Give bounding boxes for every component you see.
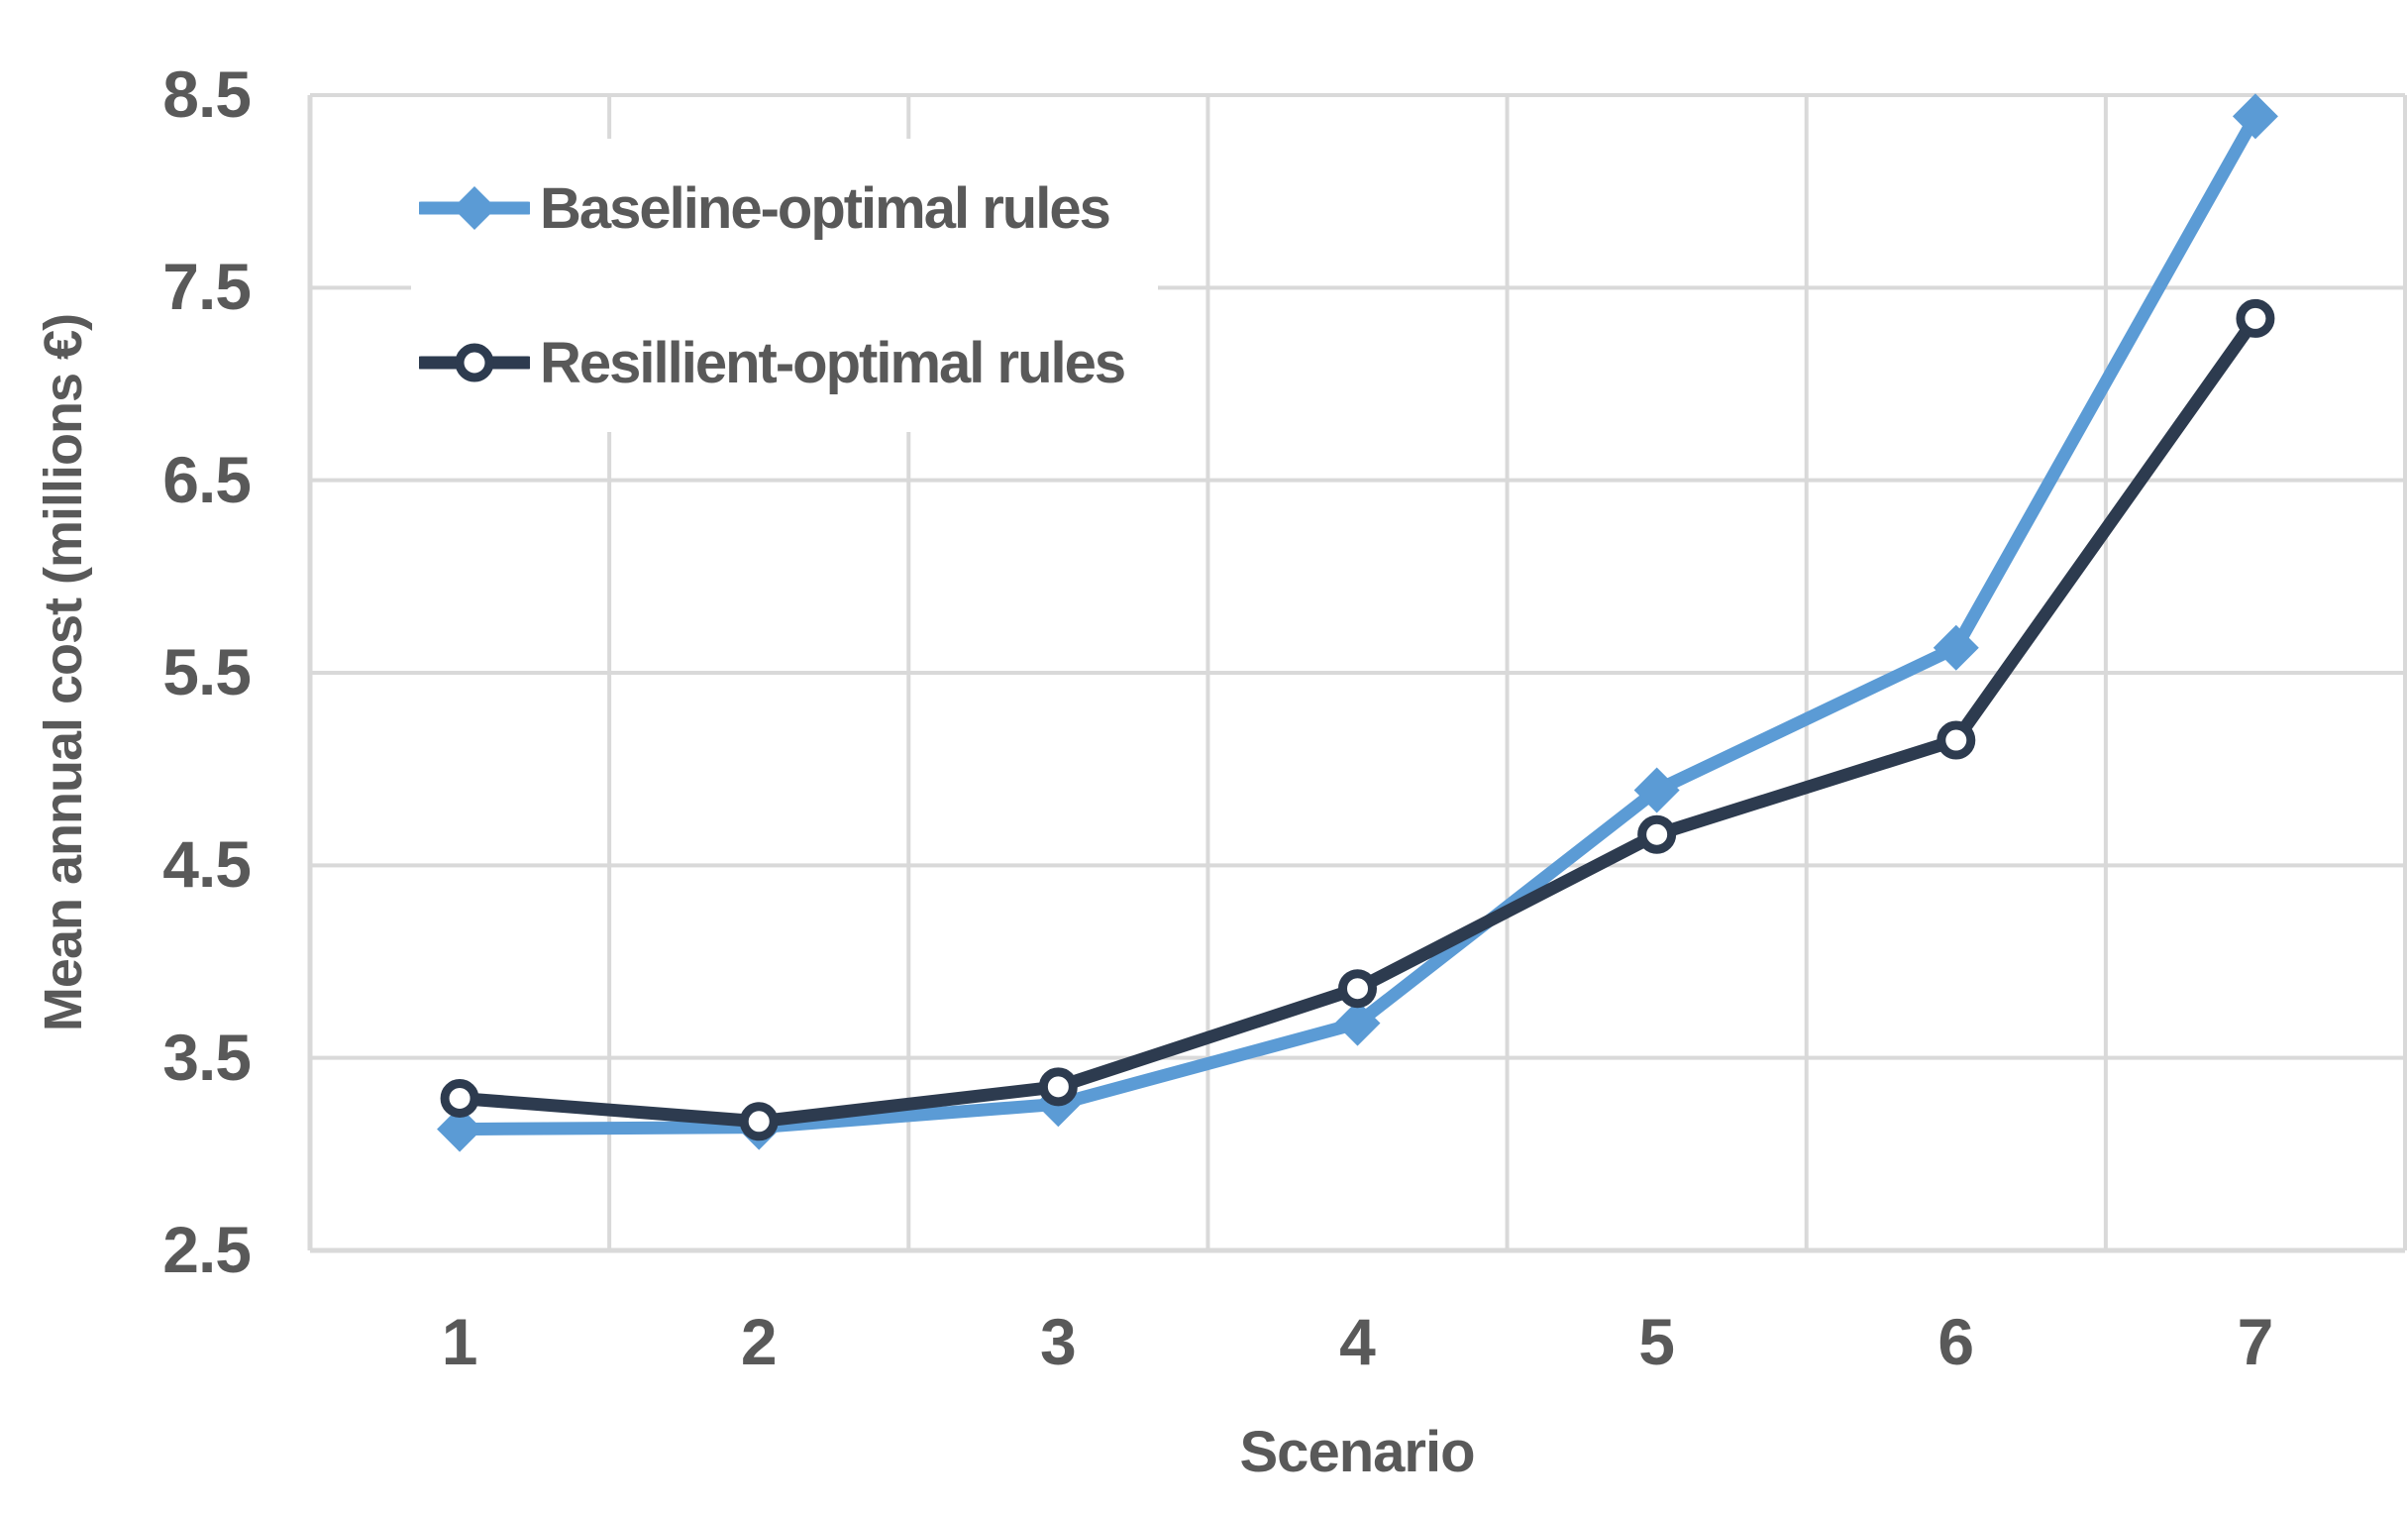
baseline-series-marker-icon	[419, 186, 530, 230]
legend: Baseline-optimal rules Resillient-optima…	[411, 139, 1159, 432]
x-tick-label: 4	[1339, 1305, 1376, 1378]
x-tick-label: 1	[441, 1305, 478, 1378]
legend-item-resilient: Resillient-optimal rules	[419, 313, 1126, 412]
x-tick-label: 2	[740, 1305, 778, 1378]
x-tick-label: 5	[1638, 1305, 1675, 1378]
x-tick-label: 7	[2237, 1305, 2274, 1378]
y-tick-label: 5.5	[162, 635, 252, 708]
y-tick-label: 8.5	[162, 57, 252, 131]
resilient-series-marker-icon	[419, 343, 530, 382]
x-tick-label: 3	[1039, 1305, 1077, 1378]
x-axis-title: Scenario	[1239, 1420, 1476, 1484]
legend-label-resilient: Resillient-optimal rules	[540, 330, 1126, 395]
legend-item-baseline: Baseline-optimal rules	[419, 159, 1124, 258]
y-tick-label: 3.5	[162, 1020, 252, 1094]
y-tick-label: 7.5	[162, 250, 252, 324]
y-tick-label: 2.5	[162, 1213, 252, 1286]
y-tick-label: 4.5	[162, 827, 252, 902]
legend-label-baseline: Baseline-optimal rules	[540, 175, 1111, 241]
series-resilient	[440, 298, 2275, 1141]
x-tick-label: 6	[1937, 1305, 1975, 1378]
y-tick-label: 6.5	[162, 442, 252, 516]
